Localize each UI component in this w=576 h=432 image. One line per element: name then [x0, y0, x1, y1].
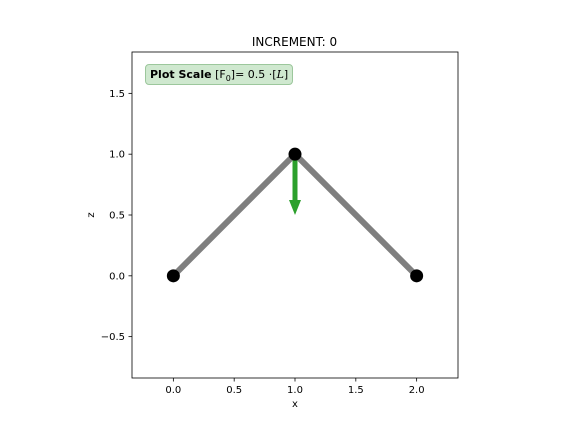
y-axis: −0.5 0.0 0.5 1.0 1.5	[101, 89, 132, 343]
y-tick-label: 0.0	[109, 271, 125, 282]
plot-scale-label: Plot Scale	[150, 68, 212, 81]
x-axis: 0.0 0.5 1.0 1.5 2.0	[165, 378, 425, 396]
force-subscript: 0	[225, 74, 231, 84]
force-symbol: [F	[215, 68, 226, 81]
element-line-1	[170, 151, 298, 279]
x-tick-label: 1.5	[348, 385, 364, 396]
node-2	[288, 147, 302, 161]
load-arrow-head	[289, 200, 301, 215]
x-tick-label: 0.0	[165, 385, 181, 396]
y-tick-label: 1.0	[109, 150, 125, 161]
x-tick-label: 0.5	[226, 385, 242, 396]
load-layer	[289, 154, 301, 215]
length-symbol: L	[276, 68, 284, 81]
node-1	[166, 269, 180, 283]
nodes-layer	[166, 147, 424, 283]
element-line-2	[292, 151, 420, 279]
x-axis-label: x	[292, 399, 298, 410]
x-tick-label: 1.0	[287, 385, 303, 396]
y-axis-label: z	[86, 212, 97, 217]
y-tick-label: 0.5	[109, 211, 125, 222]
node-3	[410, 269, 424, 283]
y-tick-label: 1.5	[109, 89, 125, 100]
x-tick-label: 2.0	[409, 385, 425, 396]
y-tick-label: −0.5	[101, 332, 125, 343]
scale-value: ]= 0.5 ·[	[230, 68, 277, 81]
elements-layer	[170, 151, 420, 279]
length-close: ]	[283, 68, 289, 81]
chart-title: INCREMENT: 0	[252, 35, 337, 49]
plot-scale-annotation: Plot Scale [F0]= 0.5 ·[L]	[145, 64, 293, 85]
